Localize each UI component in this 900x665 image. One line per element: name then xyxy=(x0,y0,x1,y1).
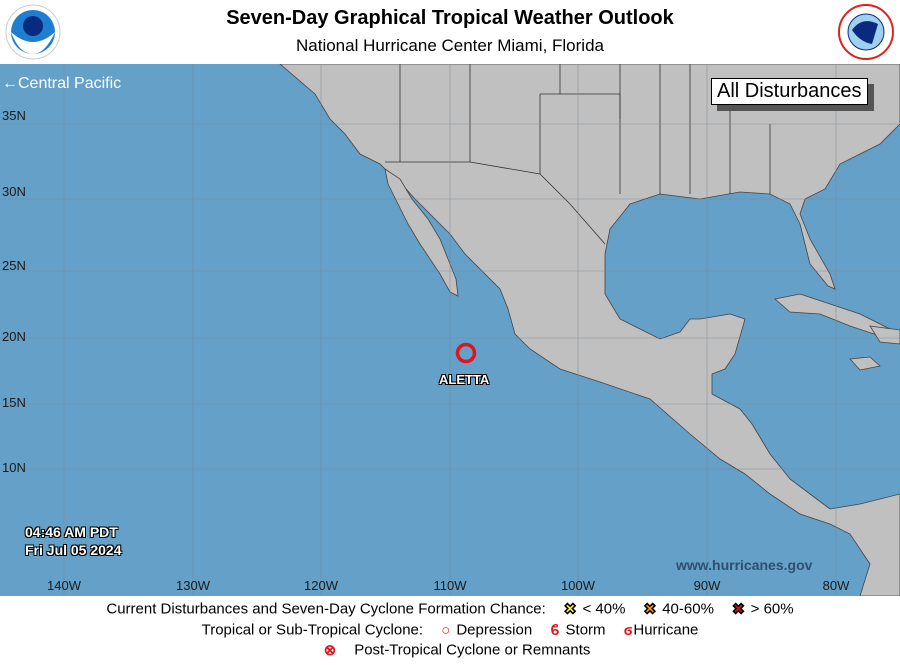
lat-label: 25N xyxy=(2,258,26,273)
grid-lines xyxy=(0,64,900,596)
legend-low-label: < 40% xyxy=(582,600,626,618)
legend-storm-label: Storm xyxy=(565,621,606,639)
hurricane-icon: ϭ xyxy=(623,621,633,639)
nws-logo xyxy=(838,4,894,60)
legend-row-disturbances: Current Disturbances and Seven-Day Cyclo… xyxy=(0,600,900,619)
lon-label: 80W xyxy=(822,578,850,593)
lat-label: 15N xyxy=(2,395,26,410)
legend-row-post-tropical: ⊗ Post-Tropical Cyclone or Remnants xyxy=(0,641,900,660)
lon-label: 100W xyxy=(561,578,595,593)
red-x-icon: ✖ xyxy=(732,601,746,619)
all-disturbances-label: All Disturbances xyxy=(711,78,868,105)
post-tropical-icon: ⊗ xyxy=(323,642,337,660)
lon-label: 130W xyxy=(176,578,210,593)
legend-cyclone-label: Tropical or Sub-Tropical Cyclone: xyxy=(201,621,424,639)
legend-medium-label: 40-60% xyxy=(662,600,714,618)
depression-circle-icon: ○ xyxy=(441,621,451,639)
lon-label: 110W xyxy=(433,578,467,593)
aletta-depression-marker[interactable] xyxy=(455,342,477,364)
lat-label: 10N xyxy=(2,460,26,475)
noaa-logo xyxy=(5,4,61,60)
legend-post-tropical-label: Post-Tropical Cyclone or Remnants xyxy=(354,641,591,659)
legend-depression-label: Depression xyxy=(456,621,533,639)
lat-label: 20N xyxy=(2,329,26,344)
storm-icon: ϐ xyxy=(550,621,560,639)
timestamp-date: Fri Jul 05 2024 xyxy=(25,542,122,558)
lon-label: 120W xyxy=(304,578,338,593)
orange-x-icon: ✖ xyxy=(643,601,657,619)
header: Seven-Day Graphical Tropical Weather Out… xyxy=(0,0,900,64)
timestamp-time: 04:46 AM PDT xyxy=(25,524,118,540)
website-label: www.hurricanes.gov xyxy=(676,557,813,573)
map[interactable] xyxy=(0,64,900,596)
legend-row-cyclones: Tropical or Sub-Tropical Cyclone: ○ Depre… xyxy=(0,621,900,639)
central-pacific-link[interactable]: ←Central Pacific xyxy=(2,75,122,92)
legend-disturbances-label: Current Disturbances and Seven-Day Cyclo… xyxy=(106,600,546,618)
legend-hurricane-label: Hurricane xyxy=(633,621,699,639)
lon-label: 90W xyxy=(693,578,721,593)
page-title: Seven-Day Graphical Tropical Weather Out… xyxy=(226,7,674,29)
lat-label: 35N xyxy=(2,108,26,123)
storm-name-label: ALETTA xyxy=(439,372,490,387)
lat-label: 30N xyxy=(2,184,26,199)
yellow-x-icon: ✖ xyxy=(563,601,577,619)
page-subtitle: National Hurricane Center Miami, Florida xyxy=(295,36,604,55)
lon-label: 140W xyxy=(47,578,81,593)
land xyxy=(279,64,900,596)
legend-high-label: > 60% xyxy=(750,600,794,618)
